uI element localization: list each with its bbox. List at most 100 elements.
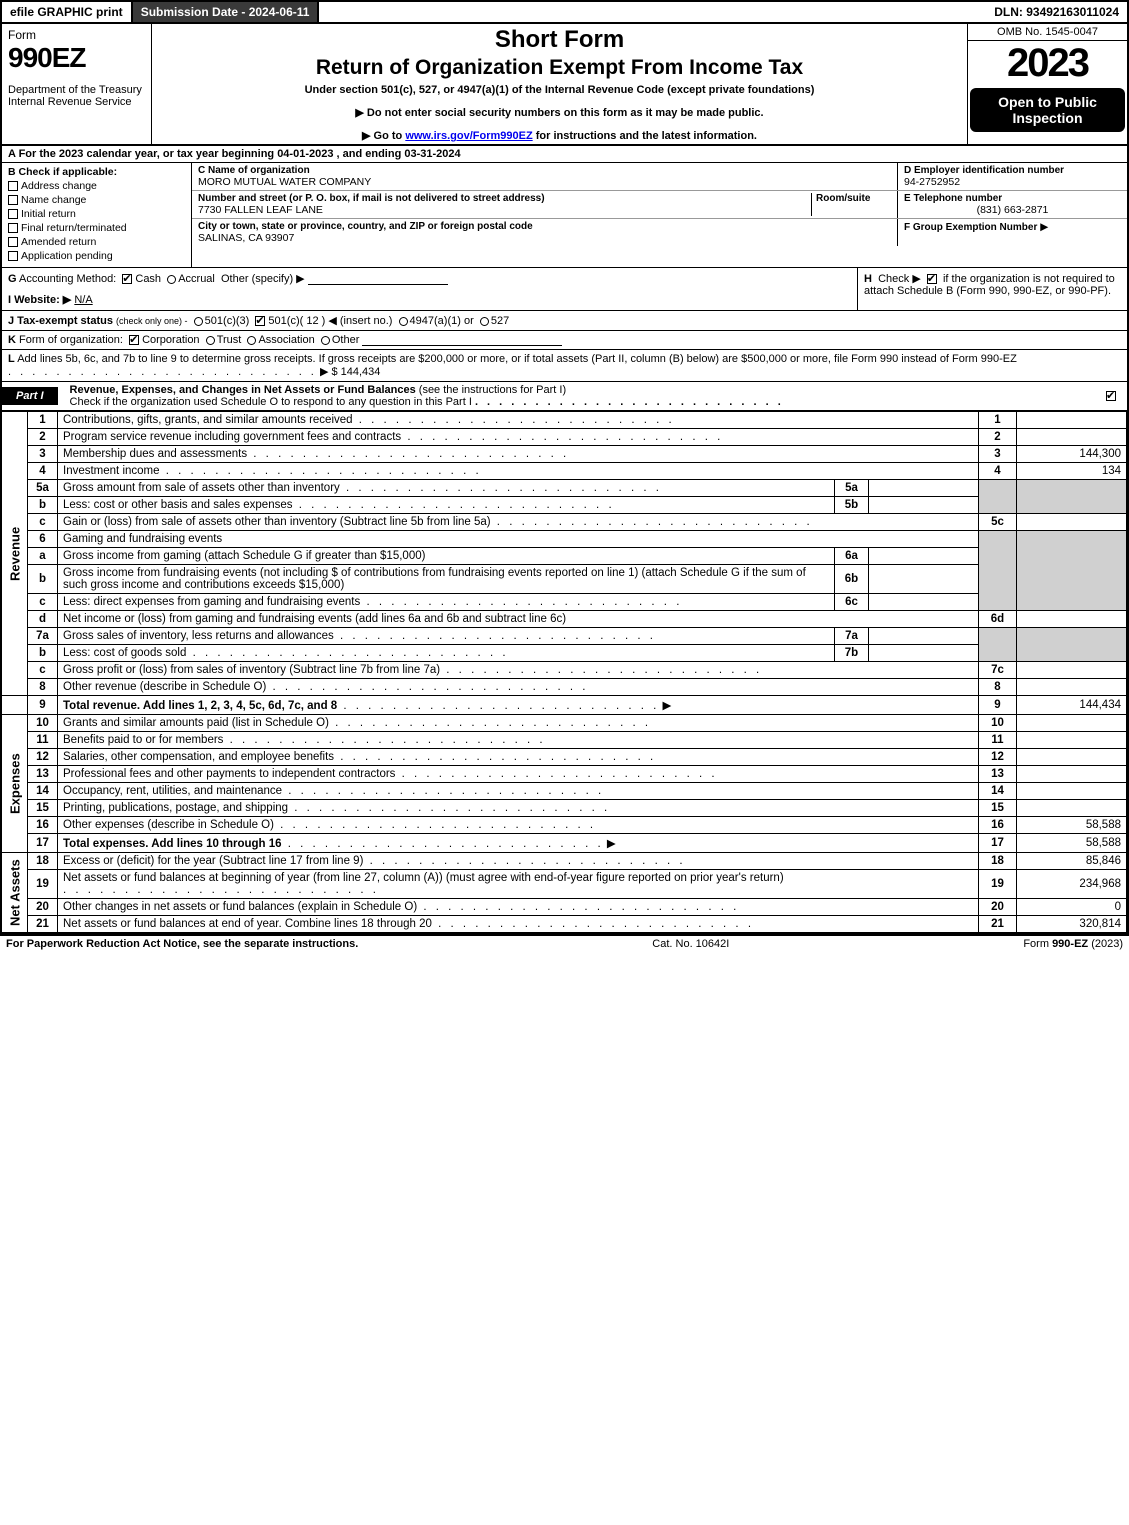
chk-final-return[interactable]: Final return/terminated [8, 222, 185, 234]
line-2: 2 Program service revenue including gove… [2, 429, 1127, 446]
submission-date-button[interactable]: Submission Date - 2024-06-11 [133, 2, 320, 22]
chk-accrual[interactable] [167, 275, 176, 284]
header-center: Short Form Return of Organization Exempt… [152, 24, 967, 144]
footer-right: Form 990-EZ (2023) [1023, 938, 1123, 950]
form-number: 990EZ [8, 42, 145, 74]
chk-other-org[interactable] [321, 336, 330, 345]
open-to-public-badge: Open to Public Inspection [970, 88, 1125, 132]
chk-cash[interactable] [122, 274, 132, 284]
room-label: Room/suite [816, 193, 891, 204]
triangle-icon: ▶ [1040, 221, 1048, 233]
other-org-input[interactable] [362, 345, 562, 346]
rad-527[interactable] [480, 317, 489, 326]
form-container: Form 990EZ Department of the Treasury In… [0, 22, 1129, 935]
form-header: Form 990EZ Department of the Treasury In… [2, 24, 1127, 146]
expenses-section-label: Expenses [2, 715, 28, 853]
b-letter: B [8, 166, 16, 178]
line-6c: c Less: direct expenses from gaming and … [2, 594, 1127, 611]
irs-link[interactable]: www.irs.gov/Form990EZ [405, 130, 532, 142]
header-left: Form 990EZ Department of the Treasury In… [2, 24, 152, 144]
line-4: 4 Investment income 4134 [2, 463, 1127, 480]
part-i-subtitle: (see the instructions for Part I) [419, 384, 566, 396]
goto-post: for instructions and the latest informat… [533, 130, 757, 142]
page-footer: For Paperwork Reduction Act Notice, see … [0, 935, 1129, 952]
d-ein-label: D Employer identification number [904, 165, 1121, 176]
rad-501c[interactable] [255, 316, 265, 326]
line-1: Revenue 1 Contributions, gifts, grants, … [2, 412, 1127, 429]
part-i-check-line: Check if the organization used Schedule … [70, 396, 472, 408]
j-label: J Tax-exempt status [8, 315, 113, 327]
corp-label: Corporation [142, 334, 199, 346]
accrual-label: Accrual [178, 273, 215, 285]
part-i-table: Revenue 1 Contributions, gifts, grants, … [2, 411, 1127, 933]
cash-label: Cash [135, 273, 161, 285]
other-label: Other (specify) ▶ [221, 273, 305, 285]
chk-trust[interactable] [206, 336, 215, 345]
city-value: SALINAS, CA 93907 [198, 232, 891, 244]
line-7b: b Less: cost of goods sold 7b [2, 645, 1127, 662]
trust-label: Trust [217, 334, 242, 346]
line-7a: 7a Gross sales of inventory, less return… [2, 628, 1127, 645]
rad-4947[interactable] [399, 317, 408, 326]
line-5a: 5a Gross amount from sale of assets othe… [2, 480, 1127, 497]
part-i-header: Part I Revenue, Expenses, and Changes in… [2, 382, 1127, 411]
527-label: 527 [491, 315, 509, 327]
department-label: Department of the Treasury Internal Reve… [8, 84, 145, 108]
chk-name-change[interactable]: Name change [8, 194, 185, 206]
line-14: 14 Occupancy, rent, utilities, and maint… [2, 783, 1127, 800]
section-cde: C Name of organization MORO MUTUAL WATER… [192, 163, 1127, 267]
chk-application-pending[interactable]: Application pending [8, 250, 185, 262]
line-10: Expenses 10 Grants and similar amounts p… [2, 715, 1127, 732]
dln-label: DLN: 93492163011024 [986, 2, 1127, 22]
chk-initial-return[interactable]: Initial return [8, 208, 185, 220]
chk-schedule-b[interactable] [927, 274, 937, 284]
line-11: 11 Benefits paid to or for members 11 [2, 732, 1127, 749]
b-header: Check if applicable: [19, 166, 118, 178]
line-13: 13 Professional fees and other payments … [2, 766, 1127, 783]
line-5c: c Gain or (loss) from sale of assets oth… [2, 514, 1127, 531]
street-label: Number and street (or P. O. box, if mail… [198, 193, 811, 204]
c-name-label: C Name of organization [198, 165, 891, 176]
netassets-section-label: Net Assets [2, 853, 28, 933]
f-group-label: F Group Exemption Number [904, 222, 1037, 233]
website-value: N/A [74, 294, 92, 306]
g-letter: G [8, 273, 17, 285]
phone-value: (831) 663-2871 [904, 204, 1121, 216]
city-label: City or town, state or province, country… [198, 221, 891, 232]
line-18: Net Assets 18 Excess or (deficit) for th… [2, 853, 1127, 870]
rad-501c3[interactable] [194, 317, 203, 326]
line-6b: b Gross income from fundraising events (… [2, 565, 1127, 594]
goto-note: ▶ Go to www.irs.gov/Form990EZ for instru… [160, 129, 959, 142]
chk-corporation[interactable] [129, 335, 139, 345]
line-17: 17 Total expenses. Add lines 10 through … [2, 834, 1127, 853]
row-a-tax-year: A For the 2023 calendar year, or tax yea… [2, 146, 1127, 163]
501c-label: 501(c)( 12 ) ◀ (insert no.) [268, 315, 392, 327]
section-b-through-f: B Check if applicable: Address change Na… [2, 163, 1127, 268]
line-6d: d Net income or (loss) from gaming and f… [2, 611, 1127, 628]
line-19: 19 Net assets or fund balances at beginn… [2, 870, 1127, 899]
org-name: MORO MUTUAL WATER COMPANY [198, 176, 891, 188]
line-12: 12 Salaries, other compensation, and emp… [2, 749, 1127, 766]
efile-print-button[interactable]: efile GRAPHIC print [2, 2, 133, 22]
topbar-spacer [319, 2, 986, 22]
row-l: L Add lines 5b, 6c, and 7b to line 9 to … [2, 350, 1127, 382]
return-title: Return of Organization Exempt From Incom… [160, 56, 959, 80]
chk-address-change[interactable]: Address change [8, 180, 185, 192]
g-text: Accounting Method: [19, 273, 116, 285]
chk-schedule-o[interactable] [1106, 391, 1116, 401]
l-letter: L [8, 353, 15, 365]
short-form-title: Short Form [160, 26, 959, 54]
row-j: J Tax-exempt status (check only one) - 5… [2, 311, 1127, 331]
line-7c: c Gross profit or (loss) from sales of i… [2, 662, 1127, 679]
revenue-section-label: Revenue [2, 412, 28, 696]
footer-catno: Cat. No. 10642I [652, 938, 729, 950]
row-k: K Form of organization: Corporation Trus… [2, 331, 1127, 350]
other-specify-input[interactable] [308, 284, 448, 285]
subtitle: Under section 501(c), 527, or 4947(a)(1)… [160, 84, 959, 96]
chk-association[interactable] [247, 336, 256, 345]
h-letter: H [864, 273, 872, 285]
chk-amended-return[interactable]: Amended return [8, 236, 185, 248]
k-text: Form of organization: [19, 334, 123, 346]
l-value: 144,434 [341, 366, 381, 378]
i-label: I Website: ▶ [8, 294, 71, 306]
